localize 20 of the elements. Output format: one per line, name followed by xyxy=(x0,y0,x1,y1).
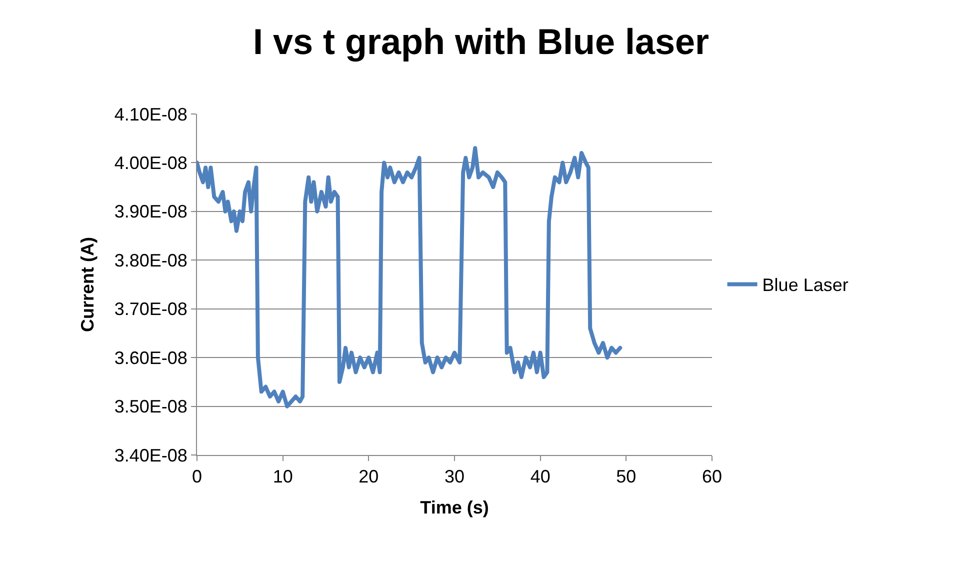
x-tick-label: 30 xyxy=(444,466,465,487)
x-tick-label: 20 xyxy=(358,466,379,487)
y-tick-label: 3.60E-08 xyxy=(114,348,188,368)
x-axis-title: Time (s) xyxy=(420,498,489,518)
y-tick-label: 3.70E-08 xyxy=(114,299,188,320)
y-tick-label: 4.10E-08 xyxy=(114,104,188,124)
y-axis-title: Current (A) xyxy=(78,237,98,332)
x-tick-label: 60 xyxy=(702,466,722,487)
y-tick-label: 3.90E-08 xyxy=(114,202,188,222)
y-tick-label: 4.00E-08 xyxy=(114,153,188,174)
y-tick-label: 3.40E-08 xyxy=(114,445,188,466)
legend-label: Blue Laser xyxy=(762,275,848,296)
chart-title: I vs t graph with Blue laser xyxy=(252,21,710,62)
x-tick-label: 0 xyxy=(192,466,202,487)
line-series xyxy=(197,146,622,408)
y-tick-label: 3.80E-08 xyxy=(114,250,188,270)
x-tick-label: 50 xyxy=(616,466,636,487)
x-tick-label: 40 xyxy=(530,466,550,487)
y-tick-label: 3.50E-08 xyxy=(114,396,188,417)
x-tick-label: 10 xyxy=(272,466,293,487)
